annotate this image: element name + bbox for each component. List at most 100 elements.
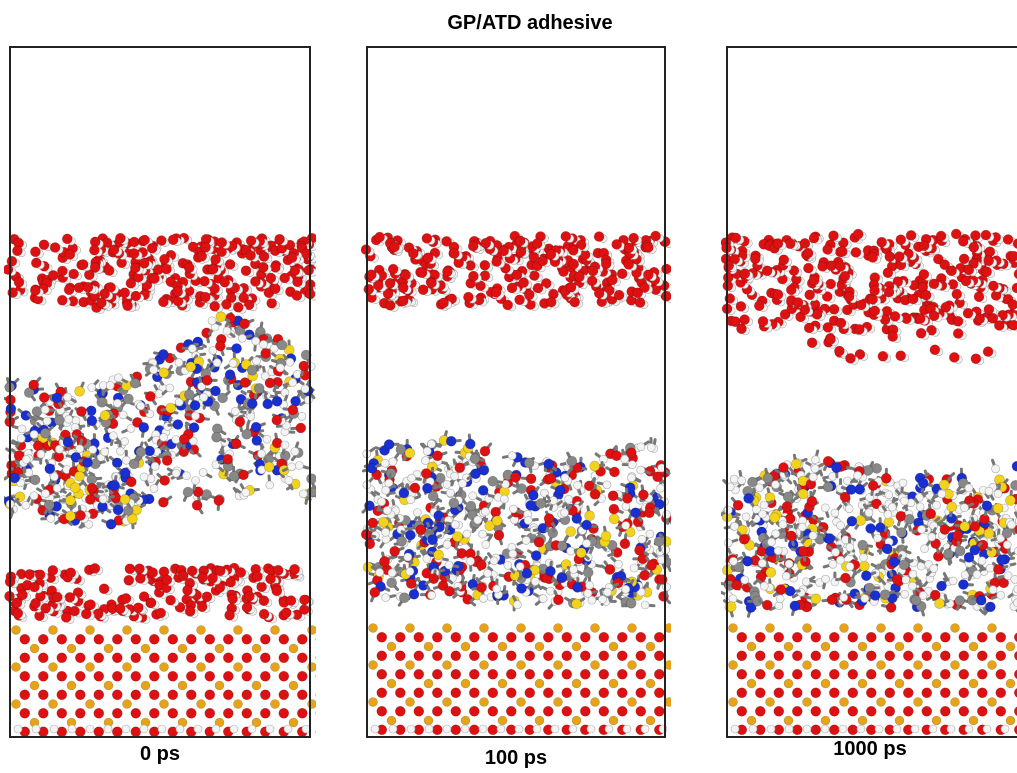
atom: [488, 725, 498, 735]
atom: [188, 345, 196, 353]
atom: [139, 423, 149, 433]
atom: [432, 651, 442, 661]
atom: [519, 278, 529, 288]
atom: [840, 271, 850, 281]
atom: [12, 700, 21, 709]
atom: [531, 577, 539, 585]
atom: [516, 247, 526, 257]
atom: [609, 514, 619, 524]
atom: [382, 528, 390, 536]
atom: [605, 564, 615, 574]
atom: [124, 575, 134, 585]
atom: [762, 266, 772, 276]
atom: [30, 475, 40, 485]
atom: [308, 626, 317, 635]
atom: [673, 706, 683, 716]
atom: [509, 550, 517, 558]
atom: [640, 570, 650, 580]
atom: [566, 527, 576, 537]
atom: [503, 300, 513, 310]
atom: [546, 474, 556, 484]
atom: [266, 725, 274, 733]
atom: [488, 706, 498, 716]
atom: [654, 706, 664, 716]
atom: [432, 669, 442, 679]
atom: [654, 688, 664, 698]
atom: [67, 644, 76, 653]
atom: [538, 256, 548, 266]
atom: [554, 624, 563, 633]
atom: [936, 231, 946, 241]
atom: [522, 536, 530, 544]
atom: [804, 323, 814, 333]
atom: [653, 472, 663, 482]
atom: [183, 585, 193, 595]
atom: [451, 651, 461, 661]
atom: [83, 458, 93, 468]
atom: [88, 384, 96, 392]
atom: [75, 690, 85, 700]
atom: [866, 524, 876, 534]
atom: [22, 456, 30, 464]
atom: [158, 349, 168, 359]
atom: [583, 568, 593, 578]
atom: [183, 487, 193, 497]
atom: [986, 564, 994, 572]
atom: [646, 679, 655, 688]
atom: [612, 451, 622, 461]
atom: [279, 671, 289, 681]
atom: [382, 594, 390, 602]
atom: [641, 601, 649, 609]
atom: [104, 681, 113, 690]
atom: [388, 569, 396, 577]
atom: [641, 725, 649, 733]
atom: [242, 690, 252, 700]
atom: [172, 469, 180, 477]
atom: [513, 601, 521, 609]
atom: [546, 566, 556, 576]
atom: [603, 481, 611, 489]
atom: [231, 407, 239, 415]
atom: [691, 706, 701, 716]
atom: [498, 679, 507, 688]
atom: [308, 700, 317, 709]
atom: [220, 277, 230, 287]
atom: [385, 300, 395, 310]
atom: [242, 489, 250, 497]
atom: [733, 500, 743, 510]
atom: [533, 283, 543, 293]
atom: [30, 286, 40, 296]
atom: [377, 706, 387, 716]
atom: [453, 532, 463, 542]
atom: [50, 725, 58, 733]
atom: [212, 432, 222, 442]
atom: [260, 340, 268, 348]
atom: [395, 651, 405, 661]
atom: [168, 671, 178, 681]
atom: [691, 725, 701, 735]
atom: [567, 456, 577, 466]
atom: [413, 509, 421, 517]
atom: [622, 493, 632, 503]
atom: [120, 288, 130, 298]
atom: [507, 283, 517, 293]
atom: [30, 681, 39, 690]
atom: [38, 690, 48, 700]
atom: [131, 690, 141, 700]
atom: [57, 634, 67, 644]
atom: [580, 706, 590, 716]
atom: [232, 344, 242, 354]
atom: [428, 591, 436, 599]
atom: [259, 596, 269, 606]
atom: [197, 700, 206, 709]
atom: [566, 282, 576, 292]
atom: [640, 283, 650, 293]
atom: [916, 328, 926, 338]
atom: [75, 653, 85, 663]
atom: [494, 530, 504, 540]
atom: [272, 438, 282, 448]
atom: [803, 248, 813, 258]
atom: [14, 725, 22, 733]
atom: [131, 727, 141, 737]
atom: [482, 540, 490, 548]
